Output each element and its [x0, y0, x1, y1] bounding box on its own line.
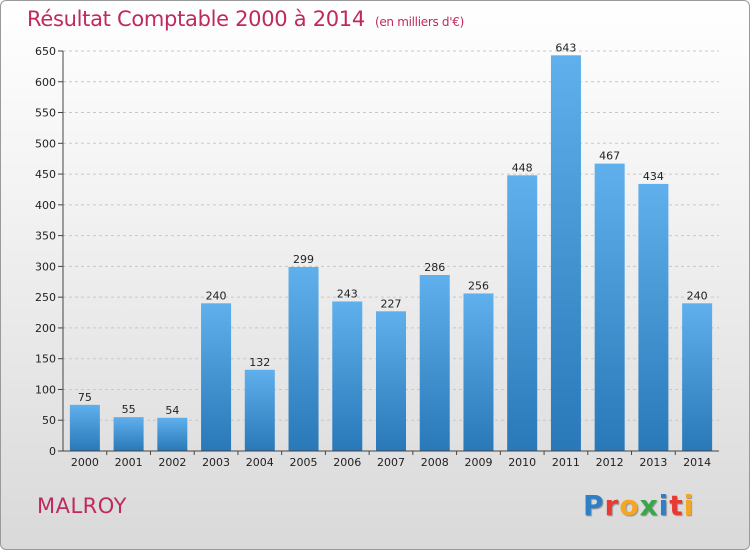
x-tick-label-2008: 2008 — [421, 456, 449, 469]
logo-letter: i — [683, 489, 695, 522]
x-tick-label-2005: 2005 — [290, 456, 318, 469]
bar-2006 — [332, 301, 363, 451]
x-tick-label-2014: 2014 — [683, 456, 711, 469]
bar-2001 — [113, 417, 144, 451]
x-tick-label-2013: 2013 — [639, 456, 667, 469]
y-tick-label: 150 — [35, 353, 56, 366]
bar-2003 — [201, 303, 232, 451]
x-tick-label-2011: 2011 — [552, 456, 580, 469]
bar-2013 — [638, 183, 669, 451]
value-label-2008: 286 — [424, 261, 445, 274]
y-tick-label: 600 — [35, 76, 56, 89]
title-text: Résultat Comptable 2000 à 2014 — [27, 7, 365, 31]
bar-2012 — [594, 163, 625, 451]
value-label-2001: 55 — [122, 403, 136, 416]
chart-subtitle: (en milliers d'€) — [374, 15, 464, 29]
bar-2010 — [507, 175, 538, 452]
value-label-2012: 467 — [599, 150, 620, 163]
logo-letter: x — [639, 489, 659, 522]
y-tick-label: 50 — [42, 414, 56, 427]
bar-2005 — [288, 267, 319, 451]
bars: 75 55 54 240 132 299 243 227 286 256 448 643 467 434 2… — [69, 41, 713, 452]
value-label-2003: 240 — [206, 289, 227, 302]
y-tick-label: 0 — [49, 445, 56, 458]
value-label-2005: 299 — [293, 253, 314, 266]
bar-2007 — [376, 311, 406, 451]
value-label-2010: 448 — [512, 161, 533, 174]
x-tick-label-2009: 2009 — [464, 456, 492, 469]
value-label-2013: 434 — [643, 170, 664, 183]
y-tick-label: 100 — [35, 383, 56, 396]
bar-2000 — [69, 404, 100, 451]
logo-letter: i — [658, 489, 670, 522]
y-tick-label: 300 — [35, 260, 56, 273]
bar-2002 — [157, 417, 188, 451]
y-tick-label: 550 — [35, 107, 56, 120]
logo-letter: t — [669, 489, 684, 522]
x-axis: 2000 2001 2002 2003 2004 2005 2006 2007 2008 2009… — [63, 450, 719, 469]
value-label-2007: 227 — [381, 297, 402, 310]
y-tick-label: 450 — [35, 168, 56, 181]
value-label-2009: 256 — [468, 279, 489, 292]
x-tick-label-2012: 2012 — [596, 456, 624, 469]
x-tick-label-2010: 2010 — [508, 456, 536, 469]
place-name: MALROY — [37, 494, 127, 518]
y-axis: 0 50 100 150 200 250 300 350 400 450 500 550 600 650 — [35, 45, 64, 458]
x-tick-label-2001: 2001 — [115, 456, 143, 469]
bar-2008 — [419, 275, 450, 451]
x-tick-label-2007: 2007 — [377, 456, 405, 469]
y-tick-label: 350 — [35, 230, 56, 243]
value-label-2000: 75 — [78, 391, 92, 404]
x-tick-label-2003: 2003 — [202, 456, 230, 469]
value-label-2002: 54 — [165, 404, 179, 417]
bar-2014 — [682, 303, 713, 451]
y-tick-label: 500 — [35, 137, 56, 150]
x-tick-label-2006: 2006 — [333, 456, 361, 469]
bar-2009 — [463, 293, 494, 451]
bar-2011 — [550, 55, 581, 452]
chart-title: Résultat Comptable 2000 à 2014 (en millie… — [27, 7, 464, 31]
logo-letter: r — [604, 489, 620, 522]
x-tick-label-2004: 2004 — [246, 456, 274, 469]
x-tick-label-2000: 2000 — [71, 456, 99, 469]
value-label-2006: 243 — [337, 287, 358, 300]
x-tick-label-2002: 2002 — [158, 456, 186, 469]
y-tick-label: 250 — [35, 291, 56, 304]
logo-letter: P — [583, 489, 605, 522]
proxiti-logo: Proxiti — [583, 489, 694, 522]
y-tick-label: 200 — [35, 322, 56, 335]
value-label-2004: 132 — [249, 356, 270, 369]
y-tick-label: 400 — [35, 199, 56, 212]
logo-letter: o — [619, 489, 640, 522]
bar-2004 — [244, 369, 275, 451]
value-label-2014: 240 — [687, 289, 708, 302]
value-label-2011: 643 — [555, 41, 576, 54]
y-tick-label: 650 — [35, 45, 56, 58]
